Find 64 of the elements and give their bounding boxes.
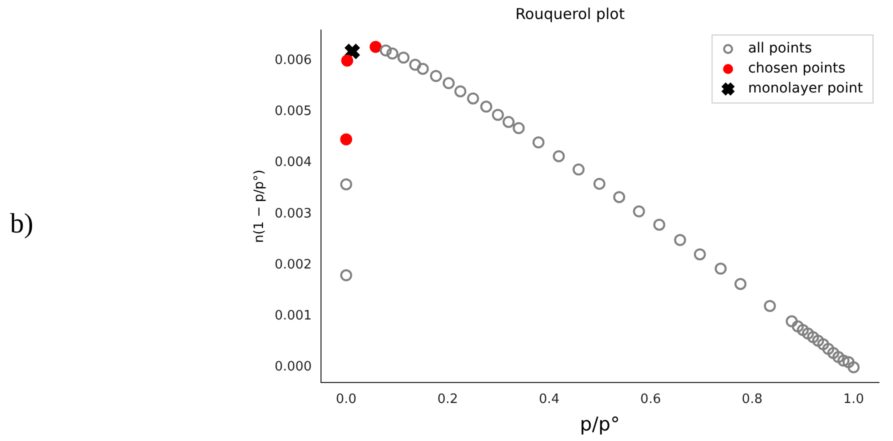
y-tick-label: 0.006 (274, 53, 312, 68)
point (409, 58, 422, 71)
point (370, 40, 382, 53)
y-axis-title: n(1 − p/p°) (252, 170, 268, 243)
point (416, 62, 429, 75)
point (340, 178, 352, 190)
x-axis-title: p/p° (580, 414, 620, 436)
point (807, 331, 820, 344)
point (532, 136, 545, 148)
text: b) (10, 208, 34, 240)
point (380, 44, 392, 56)
x-tick-label: 0.0 (336, 392, 357, 407)
x-tick-label: 0.6 (640, 392, 661, 407)
point (842, 356, 855, 368)
point (837, 354, 850, 367)
legend-label: chosen points (748, 60, 846, 77)
point (792, 320, 804, 332)
point (340, 133, 352, 146)
point (632, 205, 645, 218)
point (512, 122, 525, 134)
point (714, 262, 727, 275)
x-tick-label: 0.2 (437, 392, 458, 407)
chart-title: Rouquerol plot (515, 4, 625, 23)
x-tick-label: 0.8 (742, 392, 762, 407)
point (653, 218, 666, 231)
point (812, 334, 824, 347)
point (341, 54, 354, 67)
point (552, 150, 565, 162)
y-tick-label: 0.000 (274, 360, 312, 375)
point (848, 361, 860, 374)
point (802, 328, 814, 340)
point (442, 77, 455, 90)
point (340, 269, 352, 282)
legend-label: all points (748, 40, 812, 57)
point (502, 116, 515, 128)
x-tick-label: 1.0 (843, 392, 864, 407)
y-tick-label: 0.002 (274, 257, 312, 272)
point (827, 346, 840, 359)
y-tick-label: 0.003 (274, 206, 312, 222)
point (822, 342, 834, 355)
point (764, 300, 776, 312)
point (572, 164, 585, 176)
point (430, 70, 442, 82)
point (467, 92, 480, 104)
point (593, 178, 606, 190)
point (492, 108, 504, 121)
legend-label: monolayer point (748, 80, 864, 97)
point (817, 338, 830, 350)
point (832, 351, 844, 364)
point (796, 324, 809, 336)
point (480, 100, 492, 113)
point (613, 191, 626, 204)
y-tick-label: 0.001 (274, 308, 312, 324)
point (674, 234, 686, 246)
x-tick-label: 0.4 (538, 392, 560, 407)
point (454, 85, 466, 98)
point (734, 278, 746, 290)
point (386, 48, 398, 60)
point (398, 52, 410, 64)
y-tick-label: 0.004 (274, 155, 312, 170)
point (786, 315, 798, 328)
y-tick-label: 0.005 (274, 104, 312, 120)
point (344, 42, 361, 60)
point (694, 248, 706, 260)
